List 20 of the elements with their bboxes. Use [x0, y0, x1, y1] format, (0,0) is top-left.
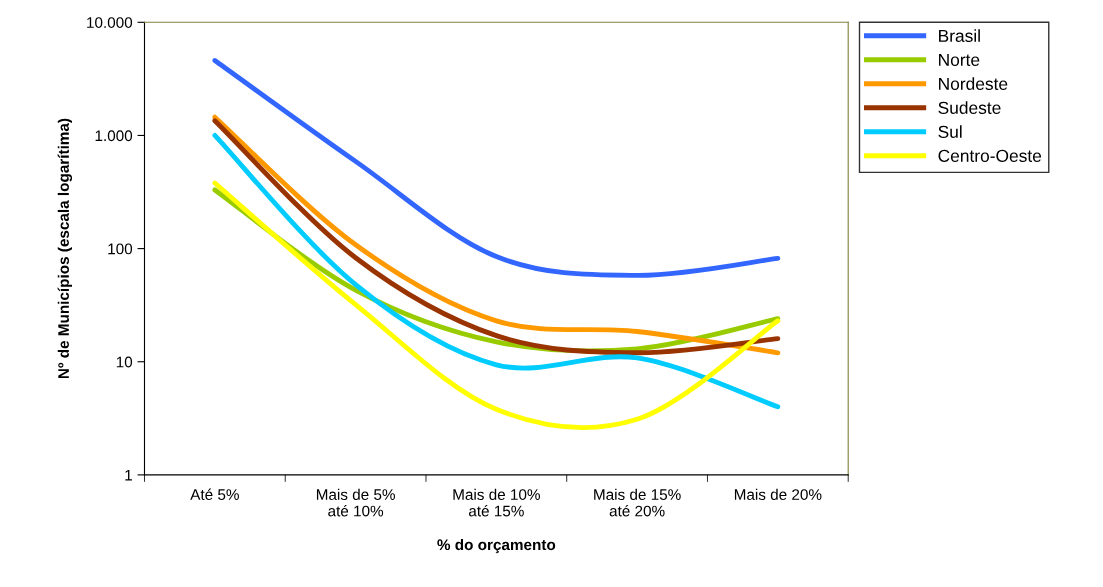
- x-tick-label: Mais de 10% até 15%: [453, 488, 540, 517]
- line-series: [212, 58, 781, 278]
- line-series: [212, 133, 781, 410]
- legend-label: Centro-Oeste: [938, 149, 1042, 162]
- x-tick-label: Até 5%: [190, 488, 239, 500]
- legend-label: Norte: [939, 53, 980, 66]
- y-tick-label: 1: [125, 469, 132, 481]
- x-tick-label: Mais de 15% até 20%: [594, 488, 681, 517]
- y-tick-label: 10.000: [87, 17, 133, 28]
- legend-label: Sul: [938, 125, 962, 138]
- x-tick-label: Mais de 5% até 10%: [316, 488, 395, 517]
- y-axis-title: Nº de Municípios (escala logarítima): [57, 118, 73, 379]
- legend-label: Nordeste: [939, 77, 1008, 90]
- y-tick-label: 10: [116, 356, 133, 368]
- x-axis-title: % do orçamento: [437, 538, 556, 554]
- legend-label: Sudeste: [938, 101, 1001, 114]
- y-tick-label: 100: [108, 243, 133, 255]
- legend-label: Brasil: [939, 29, 980, 42]
- x-tick-label: Mais de 20%: [734, 488, 822, 500]
- y-tick-label: 1.000: [95, 130, 133, 142]
